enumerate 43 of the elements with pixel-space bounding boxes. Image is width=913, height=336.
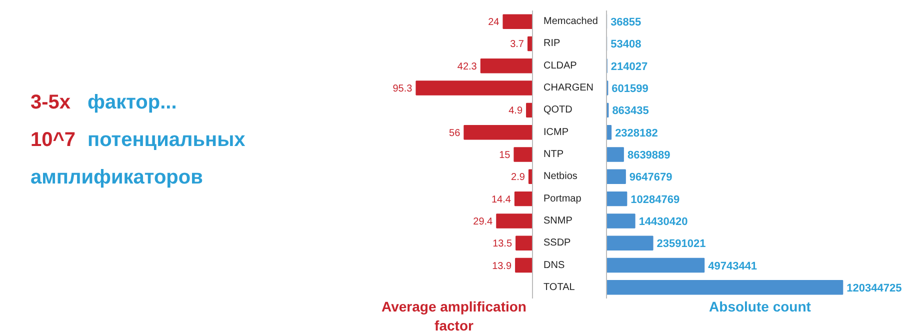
data-label: 863435 [612,105,649,118]
y-tick-label: Netbios [544,171,578,182]
y-tick-label: TOTAL [544,282,576,293]
y-tick-label: RIP [544,38,560,50]
y-tick-label: QOTD [544,104,572,116]
data-label: 23591021 [656,238,706,250]
x-axis-title: Absolute count [709,298,812,314]
data-label: 14430420 [638,216,688,228]
y-tick-label: DNS [544,260,565,271]
x-axis-title: Average amplification factor [382,298,526,334]
y-tick-label: Memcached [544,16,598,28]
y-tick-label: ICMP [544,126,569,138]
data-label: 13.5 [492,238,512,250]
data-label: 49743441 [708,260,758,272]
y-tick-label: CLDAP [544,60,578,72]
text: 10^7 потенциальных [30,129,246,152]
data-label: 120344725 [846,282,902,294]
data-label: 214027 [610,60,648,73]
y-tick-label: NTP [544,149,564,160]
data-label: 8639889 [627,150,670,162]
data-label: 56 [449,128,461,139]
data-label: 2328182 [615,127,658,140]
data-label: 36855 [610,16,642,29]
data-label: 53408 [610,38,642,51]
y-tick-label: SSDP [544,238,572,249]
y-tick-label: CHARGEN [544,82,594,94]
data-label: 3.7 [510,39,524,50]
y-tick-label: SNMP [544,215,573,226]
data-label: 95.3 [392,84,413,95]
data-label: 601599 [612,83,648,96]
y-tick-label: Portmap [544,193,582,204]
data-label: 4.9 [508,106,523,117]
data-label: 2.9 [511,172,526,184]
data-label: 15 [499,150,511,161]
text: амплификаторов [30,166,203,189]
data-label: 29.4 [473,216,494,228]
data-label: 14.4 [491,194,512,206]
text: 3-5x фактор... [30,92,177,114]
data-label: 42.3 [457,61,478,72]
data-label: 13.9 [492,260,512,272]
data-label: 24 [488,17,500,28]
data-label: 9647679 [629,172,672,184]
data-label: 10284769 [630,194,680,206]
